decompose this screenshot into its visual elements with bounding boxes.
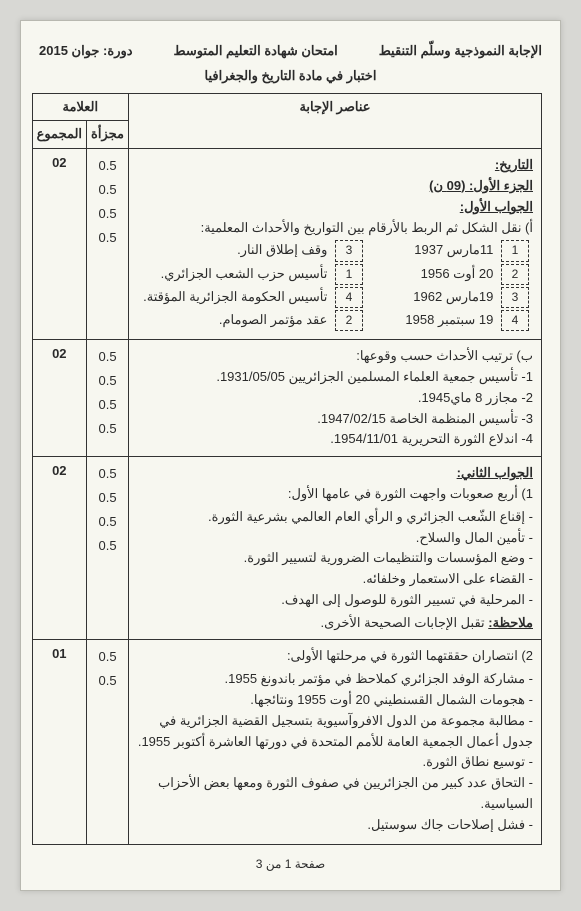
note-text: تقبل الإجابات الصحيحة الأخرى. [320, 615, 484, 630]
q1-total: 02 [35, 461, 84, 482]
list-item: فشل إصلاحات جاك سوستيل. [137, 815, 533, 836]
b-total: 02 [35, 344, 84, 365]
list-item: 1- تأسيس جمعية العلماء المسلمين الجزائري… [137, 367, 533, 388]
answer2-title: الجواب الثاني: [137, 463, 533, 484]
partial-score: 0.5 [89, 671, 126, 692]
list-item: إقناع الشّعب الجزائري و الرأي العام العا… [137, 507, 533, 528]
th-mark-group: العلامة [32, 93, 128, 121]
partial-score: 0.5 [89, 536, 126, 557]
exam-answer-sheet: الإجابة النموذجية وسلّم التنقيط امتحان ش… [20, 20, 561, 891]
list-item: وضع المؤسسات والتنظيمات الضرورية لتسيير … [137, 548, 533, 569]
page-footer: صفحة 1 من 3 [39, 855, 542, 880]
answer1-title: الجواب الأول: [137, 197, 533, 218]
part1-title: الجزء الأول: (09 ن) [137, 176, 533, 197]
right-num-box: 3 [335, 240, 363, 261]
header-right: الإجابة النموذجية وسلّم التنقيط [379, 41, 542, 62]
match-row: 4 19 سبتمبر 19582 عقد مؤتمر الصومام. [137, 310, 533, 331]
right-num-box: 2 [335, 310, 363, 331]
a-total: 02 [35, 153, 84, 174]
partial-score: 0.5 [89, 371, 126, 392]
list-item: 3- تأسيس المنظمة الخاصة 1947/02/15. [137, 409, 533, 430]
answer1-a-text: أ) نقل الشكل ثم الربط بالأرقام بين التوا… [137, 218, 533, 239]
partial-score: 0.5 [89, 488, 126, 509]
list-item: التحاق عدد كبير من الجزائريين في صفوف ال… [137, 773, 533, 815]
row-answer2-q1: الجواب الثاني: 1) أربع صعوبات واجهت الثو… [32, 457, 541, 640]
match-row: 1 11مارس 19373 وقف إطلاق النار. [137, 240, 533, 261]
left-num-box: 4 [501, 310, 529, 331]
list-item: القضاء على الاستعمار وخلفائه. [137, 569, 533, 590]
partial-score: 0.5 [89, 347, 126, 368]
th-answers: عناصر الإجابة [129, 93, 542, 149]
match-row: 3 19مارس 19624 تأسيس الحكومة الجزائرية ا… [137, 287, 533, 308]
answer2-q1-text: 1) أربع صعوبات واجهت الثورة في عامها الأ… [137, 484, 533, 505]
list-item: المرحلية في تسيير الثورة للوصول إلى الهد… [137, 590, 533, 611]
header-row: الإجابة النموذجية وسلّم التنقيط امتحان ش… [39, 41, 542, 62]
partial-score: 0.5 [89, 228, 126, 249]
row-answer2-q2: 2) انتصاران حققتهما الثورة في مرحلتها ال… [32, 640, 541, 844]
list-item: مطالبة مجموعة من الدول الافروآسيوية بتسج… [137, 711, 533, 753]
list-item: توسيع نطاق الثورة. [137, 752, 533, 773]
left-num-box: 1 [501, 240, 529, 261]
subject-line: اختبار في مادة التاريخ والجغرافيا [39, 66, 542, 87]
right-num-box: 1 [335, 264, 363, 285]
answers-table: عناصر الإجابة العلامة مجزأة المجموع التا… [32, 93, 542, 845]
left-num-box: 3 [501, 287, 529, 308]
list-item: هجومات الشمال القسنطيني 20 أوت 1955 ونتا… [137, 690, 533, 711]
left-num-box: 2 [501, 264, 529, 285]
answer1-b-text: ب) ترتيب الأحداث حسب وقوعها: [137, 346, 533, 367]
list-item: 2- مجازر 8 ماي1945. [137, 388, 533, 409]
th-total: المجموع [32, 121, 86, 149]
partial-score: 0.5 [89, 180, 126, 201]
note-label: ملاحظة: [488, 615, 533, 630]
row-answer1-a: التاريخ: الجزء الأول: (09 ن) الجواب الأو… [32, 149, 541, 340]
list-item: 4- اندلاع الثورة التحريرية 1954/11/01. [137, 429, 533, 450]
row-answer1-b: ب) ترتيب الأحداث حسب وقوعها: 1- تأسيس جم… [32, 340, 541, 457]
partial-score: 0.5 [89, 464, 126, 485]
partial-score: 0.5 [89, 419, 126, 440]
header-left: دورة: جوان 2015 [39, 41, 133, 62]
header-center: امتحان شهادة التعليم المتوسط [173, 41, 337, 62]
q2-total: 01 [35, 644, 84, 665]
answer2-q2-text: 2) انتصاران حققتهما الثورة في مرحلتها ال… [137, 646, 533, 667]
partial-score: 0.5 [89, 647, 126, 668]
list-item: تأمين المال والسلاح. [137, 528, 533, 549]
partial-score: 0.5 [89, 395, 126, 416]
list-item: مشاركة الوفد الجزائري كملاحظ في مؤتمر با… [137, 669, 533, 690]
match-row: 2 20 أوت 19561 تأسيس حزب الشعب الجزائري. [137, 264, 533, 285]
partial-score: 0.5 [89, 204, 126, 225]
right-num-box: 4 [335, 287, 363, 308]
th-partial: مجزأة [87, 121, 129, 149]
partial-score: 0.5 [89, 512, 126, 533]
partial-score: 0.5 [89, 156, 126, 177]
history-label: التاريخ: [137, 155, 533, 176]
